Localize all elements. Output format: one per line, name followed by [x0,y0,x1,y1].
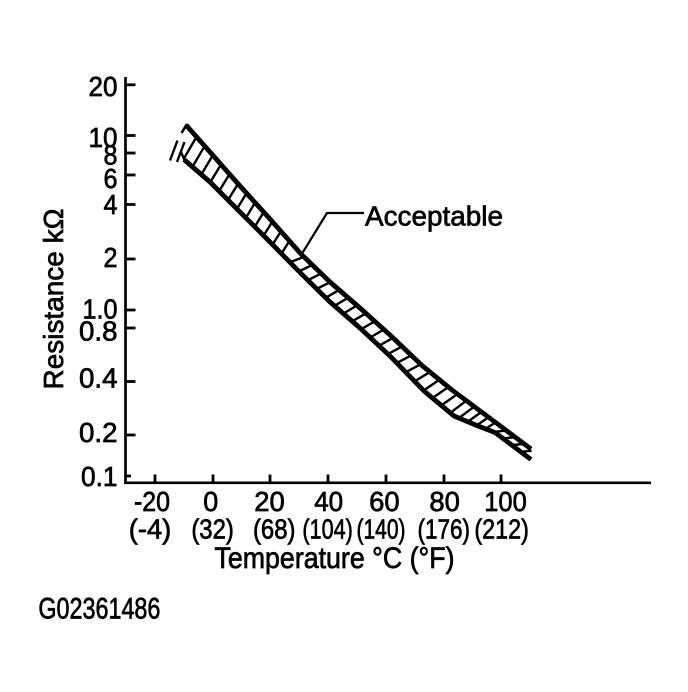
svg-text:100: 100 [484,486,527,517]
svg-text:0.1: 0.1 [81,461,118,492]
svg-text:40: 40 [314,486,343,517]
svg-text:20: 20 [254,486,285,517]
svg-text:-20: -20 [134,486,170,517]
svg-text:(176): (176) [418,514,471,545]
svg-text:(140): (140) [357,514,406,545]
svg-text:0.8: 0.8 [79,316,118,347]
svg-text:80: 80 [429,486,460,517]
svg-text:(212): (212) [474,514,529,545]
svg-text:(104): (104) [302,514,353,545]
svg-text:2: 2 [104,242,118,273]
svg-text:0.2: 0.2 [79,417,118,448]
svg-text:1.0: 1.0 [83,294,118,325]
svg-text:Temperature °C (°F): Temperature °C (°F) [215,542,455,575]
svg-text:10: 10 [89,122,118,153]
svg-text:(-4): (-4) [129,514,172,545]
svg-text:G02361486: G02361486 [38,592,160,625]
svg-text:6: 6 [104,163,118,194]
svg-text:0: 0 [203,486,218,517]
svg-text:20: 20 [89,71,118,102]
svg-text:(68): (68) [253,514,296,545]
svg-text:Resistance kΩ: Resistance kΩ [38,209,69,390]
svg-text:4: 4 [104,189,118,220]
svg-text:0.4: 0.4 [79,363,118,394]
svg-text:60: 60 [369,486,400,517]
svg-text:(32): (32) [191,514,234,545]
svg-text:8: 8 [104,139,118,170]
svg-text:Acceptable: Acceptable [365,200,503,231]
